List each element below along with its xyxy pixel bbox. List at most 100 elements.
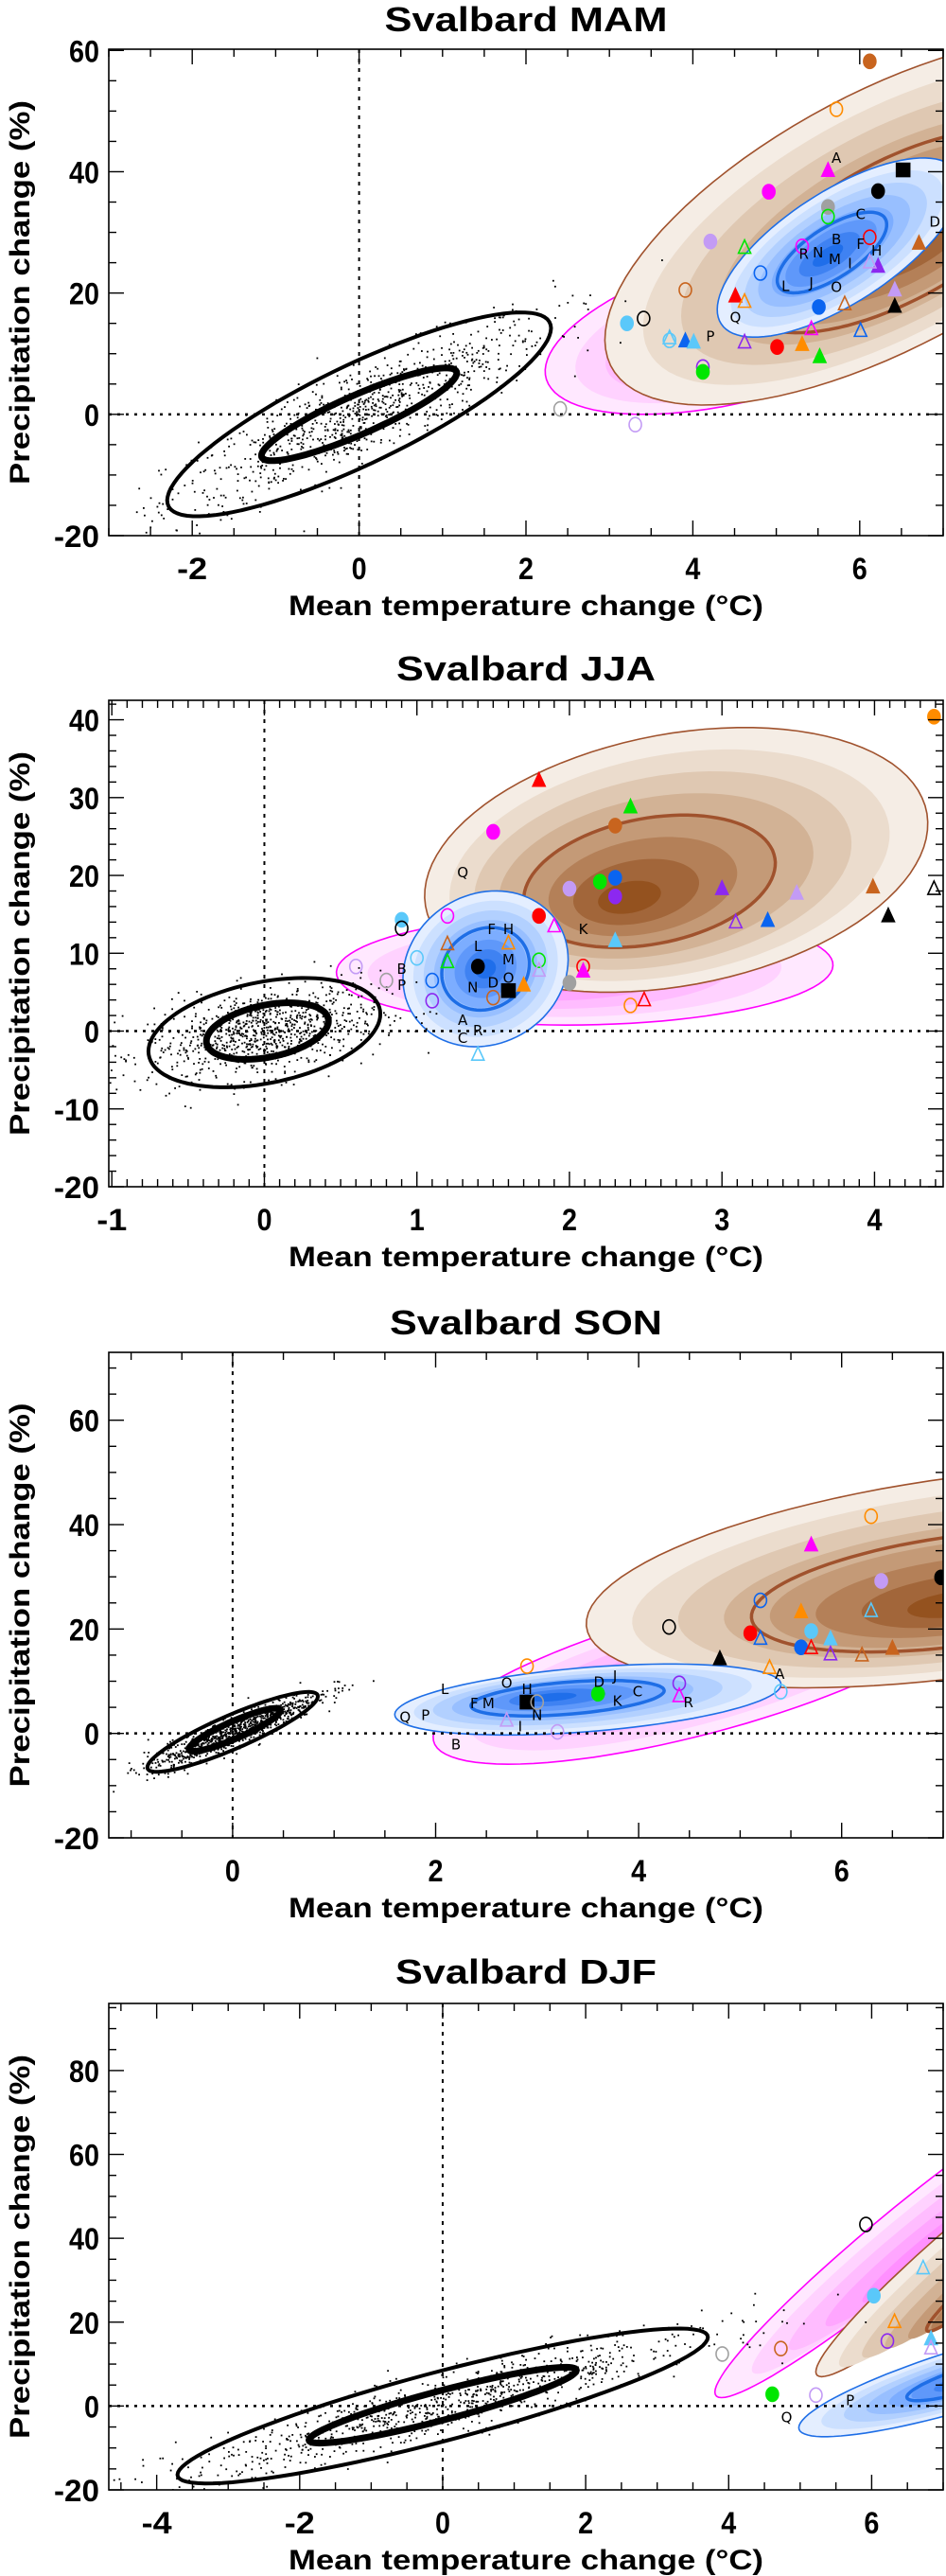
- marker-circle: [592, 873, 607, 890]
- noise-point: [408, 394, 411, 397]
- noise-point: [438, 2404, 441, 2407]
- noise-point: [452, 2371, 455, 2373]
- noise-point: [280, 1084, 283, 1086]
- noise-point: [473, 361, 476, 362]
- noise-point: [391, 2427, 393, 2429]
- noise-point: [286, 1023, 289, 1025]
- noise-point: [228, 1053, 231, 1055]
- noise-point: [286, 2438, 288, 2440]
- noise-point: [229, 1041, 232, 1043]
- noise-point: [233, 1728, 236, 1730]
- noise-point: [266, 2485, 269, 2488]
- noise-point: [307, 1018, 310, 1021]
- noise-point: [287, 1042, 289, 1045]
- noise-point: [196, 460, 199, 462]
- noise-point: [438, 2415, 440, 2418]
- noise-point: [218, 1752, 220, 1755]
- noise-point: [279, 1009, 281, 1012]
- noise-point: [411, 382, 412, 384]
- marker-circle: [874, 1573, 888, 1589]
- noise-point: [305, 2435, 307, 2438]
- noise-point: [262, 1021, 265, 1024]
- noise-point: [289, 1061, 290, 1063]
- noise-point: [449, 322, 451, 325]
- noise-point: [284, 1046, 287, 1049]
- noise-point: [76, 2518, 78, 2520]
- noise-point: [394, 423, 397, 425]
- noise-point: [284, 406, 286, 408]
- marker-circle: [623, 997, 638, 1014]
- marker-circle: [379, 972, 394, 989]
- noise-point: [740, 2338, 742, 2340]
- noise-point: [343, 380, 345, 383]
- noise-point: [421, 2383, 424, 2385]
- noise-point: [377, 398, 379, 400]
- noise-point: [271, 1036, 273, 1039]
- noise-point: [207, 1737, 210, 1738]
- noise-point: [157, 1773, 160, 1776]
- noise-point: [313, 1060, 316, 1063]
- noise-point: [372, 397, 375, 400]
- distribution-level: [838, 2247, 943, 2368]
- noise-point: [370, 396, 372, 398]
- noise-point: [339, 2446, 342, 2449]
- noise-point: [251, 1708, 253, 1711]
- noise-point: [291, 1023, 293, 1026]
- marker-triangle: [803, 1638, 819, 1655]
- distribution-level: [528, 1692, 577, 1703]
- noise-point: [417, 384, 420, 387]
- noise-point: [261, 1720, 264, 1722]
- noise-point: [254, 1040, 256, 1043]
- noise-point: [356, 1011, 359, 1013]
- noise-point: [366, 1013, 368, 1015]
- noise-point: [272, 420, 274, 423]
- noise-point: [292, 469, 295, 472]
- noise-point: [377, 2420, 379, 2423]
- noise-point: [198, 441, 200, 444]
- noise-point: [202, 1033, 204, 1035]
- noise-point: [277, 995, 279, 997]
- noise-point: [171, 1066, 173, 1068]
- noise-point: [232, 1018, 235, 1021]
- noise-point: [458, 384, 461, 386]
- noise-point: [132, 1769, 135, 1772]
- noise-point: [519, 2364, 522, 2366]
- noise-point: [352, 410, 355, 413]
- noise-scatter: [113, 1680, 375, 1793]
- marker-circle: [590, 1685, 605, 1703]
- noise-point: [312, 1034, 315, 1037]
- axis-ticks: [109, 700, 943, 1188]
- noise-point: [282, 1040, 285, 1042]
- noise-point: [239, 988, 242, 990]
- noise-point: [674, 2344, 677, 2347]
- noise-point: [333, 458, 335, 461]
- noise-point: [221, 1738, 224, 1740]
- noise-point: [250, 998, 252, 1000]
- noise-point: [576, 2356, 578, 2358]
- noise-point: [270, 1712, 272, 1714]
- noise-point: [403, 2442, 406, 2444]
- noise-point: [303, 1705, 305, 1708]
- noise-point: [319, 1700, 321, 1702]
- noise-point: [412, 2411, 413, 2413]
- noise-point: [464, 371, 465, 374]
- noise-point: [503, 2391, 506, 2393]
- noise-point: [114, 1021, 116, 1024]
- noise-point: [573, 326, 576, 328]
- noise-point: [384, 403, 387, 405]
- noise-point: [429, 381, 431, 383]
- noise-point: [241, 499, 244, 502]
- noise-point: [156, 505, 159, 508]
- noise-point: [415, 981, 418, 983]
- noise-point: [125, 1059, 127, 1062]
- noise-point: [249, 1719, 252, 1720]
- noise-point: [301, 1703, 304, 1706]
- noise-point: [374, 409, 377, 412]
- noise-point: [479, 360, 481, 362]
- noise-point: [158, 502, 161, 504]
- noise-point: [333, 414, 336, 416]
- noise-point: [382, 2420, 385, 2423]
- noise-point: [145, 531, 148, 534]
- noise-point: [267, 2458, 269, 2460]
